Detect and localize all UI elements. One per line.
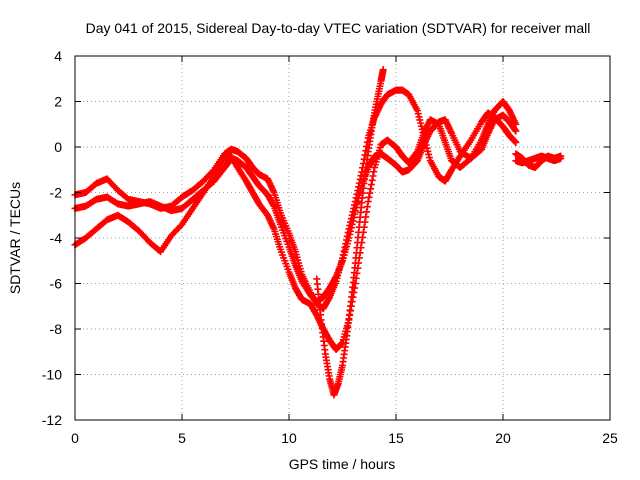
y-tick-label: 2 [54,94,62,110]
data-points [71,66,565,399]
y-tick-label: -6 [50,276,63,292]
y-tick-label: 0 [54,139,62,155]
x-axis-label: GPS time / hours [289,456,396,472]
x-tick-label: 25 [602,430,618,446]
data-point [345,234,353,242]
series-track-c [71,98,520,353]
series-track-tail-2 [512,152,565,167]
x-tick-label: 20 [495,430,511,446]
x-tick-label: 10 [281,430,297,446]
chart-title: Day 041 of 2015, Sidereal Day-to-day VTE… [86,20,591,36]
data-point [412,149,420,157]
data-point [269,201,277,209]
data-point [350,214,358,222]
data-point [367,185,375,193]
data-point [347,224,355,232]
data-point [512,127,520,135]
y-tick-label: -8 [50,321,63,337]
data-point [347,227,355,235]
y-tick-label: -10 [42,367,62,383]
data-point [370,168,378,176]
data-point [368,176,376,184]
y-tick-label: -12 [42,412,62,428]
y-tick-label: 4 [54,48,62,64]
y-tick-label: -4 [50,230,63,246]
data-point [348,220,356,228]
series-track-dip [313,66,387,399]
data-point [349,217,357,225]
data-point [557,154,565,162]
data-point [346,231,354,239]
x-tick-label: 5 [178,430,186,446]
x-tick-label: 0 [71,430,79,446]
y-axis-label: SDTVAR / TECUs [7,182,23,294]
data-point [365,193,373,201]
data-point [511,138,519,146]
data-point [364,198,372,206]
data-point [379,66,387,74]
axis-ticks: 0 5 10 15 20 25 -12 -10 -8 -6 -4 -2 0 2 4 [42,48,618,446]
data-point [369,172,377,180]
data-point [512,138,520,146]
data-point [351,210,359,218]
x-tick-label: 15 [388,430,404,446]
y-tick-label: -2 [50,185,63,201]
data-point [366,189,374,197]
data-point [367,181,375,189]
data-point [512,120,520,128]
data-point [363,208,371,216]
data-point [511,126,519,134]
data-point [363,203,371,211]
